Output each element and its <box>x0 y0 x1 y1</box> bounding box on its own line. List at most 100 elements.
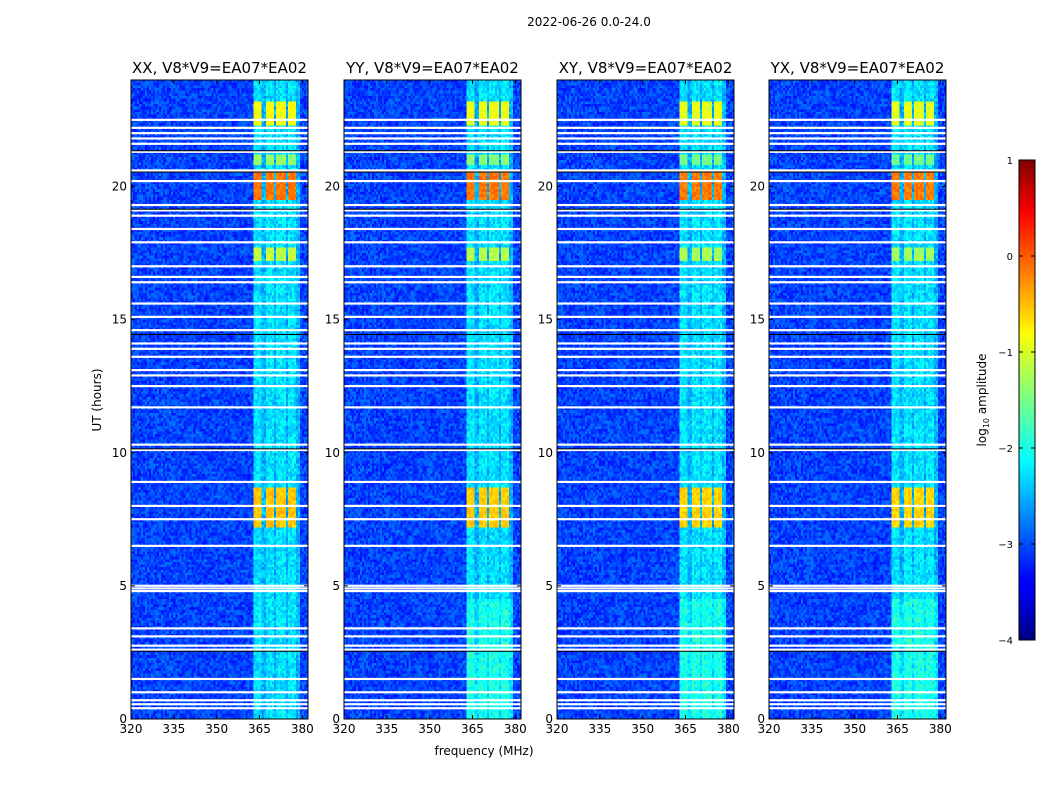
y-tick-label: 10 <box>325 446 340 460</box>
flagged-row-line <box>344 347 521 350</box>
flagged-row-line <box>344 265 521 268</box>
flagged-row-line <box>131 302 308 305</box>
flagged-row-line <box>344 302 521 305</box>
flagged-row-line <box>344 374 521 377</box>
y-tick-label: 0 <box>545 712 553 726</box>
colorbar-label-sub: 10 <box>982 418 991 428</box>
flagged-row-line <box>557 355 734 358</box>
x-tick-label: 320 <box>120 722 143 736</box>
flagged-row-line <box>769 480 946 484</box>
flagged-row-line <box>769 374 946 377</box>
flagged-row-line <box>131 448 308 452</box>
flagged-row-line <box>131 544 308 547</box>
flagged-row-line <box>769 443 946 446</box>
flagged-row-line <box>769 369 946 372</box>
flagged-row-line <box>344 703 521 706</box>
y-tick-label: 5 <box>119 579 127 593</box>
flagged-row-line <box>131 347 308 350</box>
x-tick-label: 335 <box>588 722 611 736</box>
flagged-row-line <box>131 374 308 377</box>
flagged-row-line <box>769 329 946 332</box>
y-tick-label: 15 <box>538 313 553 327</box>
flagged-row-line <box>344 707 521 710</box>
flagged-row-line <box>769 590 946 593</box>
x-tick-label: 350 <box>205 722 228 736</box>
flagged-row-line <box>131 703 308 706</box>
colorbar-tick-label: −3 <box>998 540 1013 551</box>
colorbar-label: log10 amplitude <box>975 354 991 447</box>
flagged-row-line <box>344 342 521 345</box>
x-tick-label: 365 <box>674 722 697 736</box>
colorbar-label-rest: amplitude <box>975 354 989 418</box>
heatmap-image <box>344 80 521 719</box>
flagged-row-line <box>131 265 308 268</box>
flagged-row-line <box>344 480 521 484</box>
y-axis-label: UT (hours) <box>90 368 104 431</box>
y-tick-label: 15 <box>750 313 765 327</box>
colorbar-gradient <box>1018 159 1036 641</box>
flagged-row-line <box>131 369 308 372</box>
flagged-row-line <box>769 275 946 279</box>
flagged-row-line <box>557 342 734 345</box>
flagged-row-line <box>769 677 946 681</box>
flagged-row-line <box>344 169 521 172</box>
panel-3: XY, V8*V9=EA07*EA02 320 335 350 365 380 0 5 10 15… <box>538 59 740 736</box>
flagged-row-line <box>557 214 734 217</box>
flagged-row-line <box>131 644 308 647</box>
flagged-row-line <box>557 281 734 284</box>
x-tick-label: 365 <box>886 722 909 736</box>
panel-title: XY, V8*V9=EA07*EA02 <box>559 59 733 77</box>
flagged-row-line <box>769 142 946 145</box>
flagged-row-line <box>769 241 946 244</box>
flagged-row-line <box>131 132 308 135</box>
flagged-row-line <box>131 118 308 121</box>
flagged-row-line <box>557 448 734 452</box>
flagged-row-line <box>769 518 946 521</box>
flagged-row-line <box>769 118 946 121</box>
flagged-row-line <box>131 315 308 318</box>
flagged-row-line <box>344 544 521 547</box>
y-tick-label: 0 <box>119 712 127 726</box>
colorbar-tick-label: −1 <box>998 348 1013 359</box>
flagged-row-line <box>769 347 946 350</box>
flagged-row-line <box>557 703 734 706</box>
flagged-row-line <box>344 644 521 647</box>
flagged-row-line <box>557 150 734 153</box>
flagged-row-line <box>769 355 946 358</box>
flagged-row-line <box>131 126 308 129</box>
panel-2: YY, V8*V9=EA07*EA02 320 335 350 365 380 0 5 10 15… <box>325 59 527 736</box>
flagged-row-line <box>344 355 521 358</box>
flagged-row-line <box>557 518 734 521</box>
x-tick-label: 365 <box>461 722 484 736</box>
flagged-row-line <box>131 384 308 388</box>
flagged-row-line <box>557 644 734 647</box>
flagged-row-line <box>131 584 308 587</box>
flagged-row-line <box>769 584 946 587</box>
x-tick-label: 335 <box>800 722 823 736</box>
x-tick-label: 335 <box>375 722 398 736</box>
flagged-row-line <box>131 179 308 183</box>
flagged-row-line <box>344 132 521 135</box>
flagged-row-line <box>344 142 521 145</box>
flagged-row-line <box>344 699 521 702</box>
flagged-row-line <box>131 137 308 140</box>
x-tick-label: 380 <box>929 722 952 736</box>
flagged-row-line <box>557 179 734 183</box>
y-tick-label: 0 <box>757 712 765 726</box>
flagged-row-line <box>769 203 946 207</box>
flagged-row-line <box>344 648 521 651</box>
colorbar: 10−1−2−3−4 log10 amplitude <box>975 156 1036 647</box>
flagged-row-line <box>131 281 308 284</box>
y-tick-label: 20 <box>112 180 127 194</box>
flagged-row-line <box>344 179 521 183</box>
flagged-row-line <box>344 590 521 593</box>
flagged-row-line <box>344 518 521 521</box>
y-tick-label: 15 <box>325 313 340 327</box>
flagged-row-line <box>131 443 308 446</box>
flagged-row-line <box>344 384 521 388</box>
x-tick-label: 380 <box>291 722 314 736</box>
flagged-row-line <box>769 703 946 706</box>
flagged-row-line <box>344 369 521 372</box>
flagged-row-line <box>769 406 946 409</box>
flagged-row-line <box>344 150 521 153</box>
